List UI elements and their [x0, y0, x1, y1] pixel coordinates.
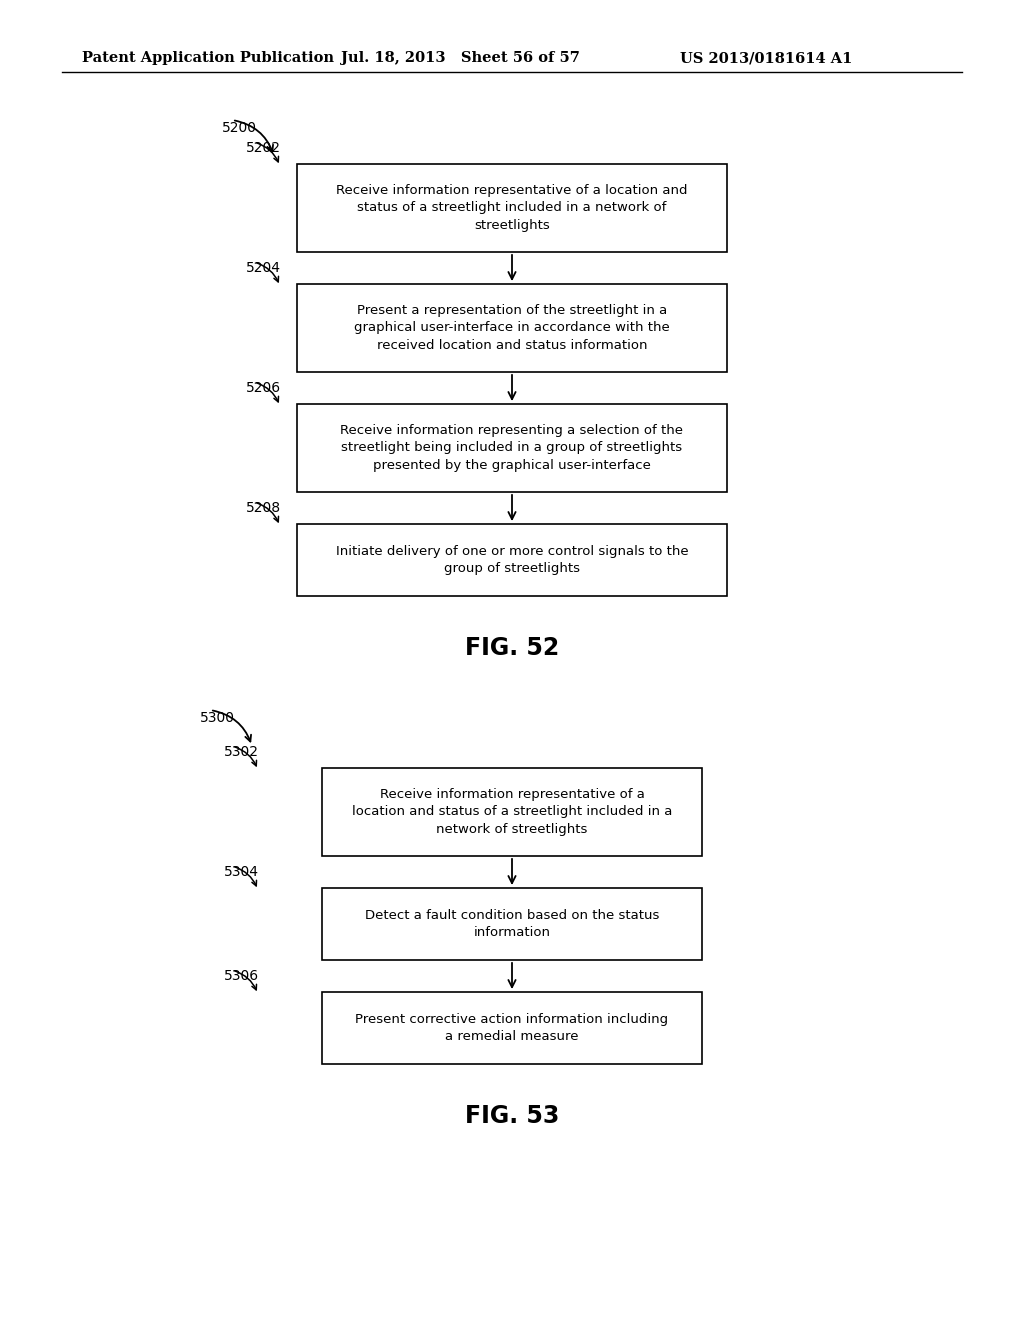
FancyBboxPatch shape — [322, 993, 702, 1064]
Text: Receive information representative of a location and
status of a streetlight inc: Receive information representative of a … — [336, 183, 688, 232]
FancyBboxPatch shape — [297, 524, 727, 597]
Text: Detect a fault condition based on the status
information: Detect a fault condition based on the st… — [365, 908, 659, 940]
Text: Present a representation of the streetlight in a
graphical user-interface in acc: Present a representation of the streetli… — [354, 304, 670, 352]
FancyBboxPatch shape — [297, 404, 727, 492]
Text: 5206: 5206 — [246, 381, 282, 395]
Text: 5302: 5302 — [224, 744, 259, 759]
Text: FIG. 53: FIG. 53 — [465, 1104, 559, 1129]
Text: 5208: 5208 — [246, 502, 282, 515]
Text: Present corrective action information including
a remedial measure: Present corrective action information in… — [355, 1012, 669, 1043]
Text: 5200: 5200 — [222, 121, 257, 135]
FancyBboxPatch shape — [322, 888, 702, 960]
Text: 5204: 5204 — [246, 261, 281, 275]
Text: FIG. 52: FIG. 52 — [465, 636, 559, 660]
Text: US 2013/0181614 A1: US 2013/0181614 A1 — [680, 51, 852, 65]
Text: 5304: 5304 — [224, 865, 259, 879]
Text: 5306: 5306 — [224, 969, 259, 983]
Text: 5300: 5300 — [200, 711, 234, 725]
Text: 5202: 5202 — [246, 141, 281, 154]
FancyBboxPatch shape — [297, 284, 727, 372]
Text: Patent Application Publication: Patent Application Publication — [82, 51, 334, 65]
FancyBboxPatch shape — [322, 768, 702, 855]
Text: Receive information representing a selection of the
streetlight being included i: Receive information representing a selec… — [341, 424, 683, 473]
FancyBboxPatch shape — [297, 164, 727, 252]
Text: Initiate delivery of one or more control signals to the
group of streetlights: Initiate delivery of one or more control… — [336, 545, 688, 576]
Text: Jul. 18, 2013   Sheet 56 of 57: Jul. 18, 2013 Sheet 56 of 57 — [341, 51, 580, 65]
Text: Receive information representative of a
location and status of a streetlight inc: Receive information representative of a … — [352, 788, 672, 836]
